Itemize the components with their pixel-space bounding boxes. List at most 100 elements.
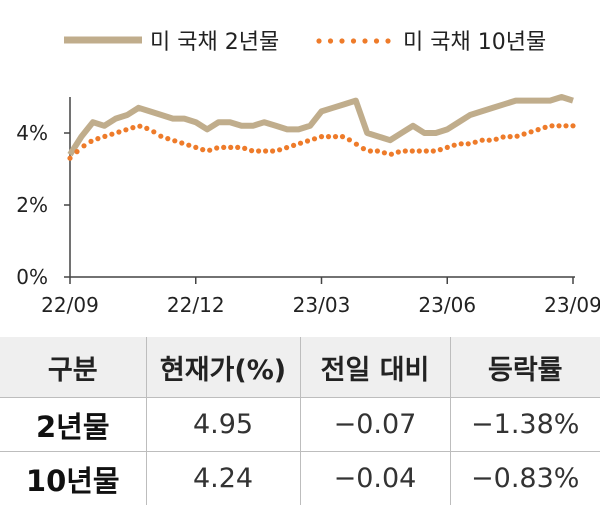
series-point-10y (410, 148, 415, 153)
series-point-10y (508, 134, 513, 139)
series-point-10y (249, 148, 254, 153)
series-point-10y (473, 140, 478, 145)
series-point-10y (466, 141, 471, 146)
series-point-10y (319, 134, 324, 139)
table-row: 2년물 4.95 −0.07 −1.38% (0, 398, 600, 452)
series-point-10y (144, 126, 149, 131)
series-point-10y (382, 150, 387, 155)
change-10y: −0.04 (300, 452, 450, 505)
y-tick-label: 2% (16, 193, 48, 217)
legend-label-10y: 미 국채 10년물 (403, 30, 546, 55)
series-point-10y (270, 148, 275, 153)
series-point-10y (389, 152, 394, 157)
y-tick-label: 0% (16, 265, 48, 289)
series-point-10y (424, 148, 429, 153)
series-point-10y (277, 147, 282, 152)
series-point-10y (228, 145, 233, 150)
row-label-2y: 2년물 (0, 398, 146, 452)
table-row: 10년물 4.24 −0.04 −0.83% (0, 452, 600, 505)
series-point-10y (403, 148, 408, 153)
y-tick-label: 4% (16, 121, 48, 145)
series-point-10y (207, 148, 212, 153)
legend-label-2y: 미 국채 2년물 (150, 30, 279, 55)
series-point-10y (549, 123, 554, 128)
series-point-10y (536, 127, 541, 132)
series-point-10y (494, 137, 499, 142)
series-point-10y (354, 142, 359, 147)
series-point-10y (158, 134, 163, 139)
series-point-10y (522, 131, 527, 136)
series-point-10y (116, 129, 121, 134)
table-header-row: 구분 현재가(%) 전일 대비 등락률 (0, 337, 600, 398)
series-point-10y (333, 134, 338, 139)
series-point-10y (221, 145, 226, 150)
series-point-10y (74, 149, 79, 154)
series-point-10y (459, 141, 464, 146)
legend-dot (362, 38, 367, 43)
yield-table: 구분 현재가(%) 전일 대비 등락률 2년물 4.95 −0.07 −1.38… (0, 337, 600, 505)
series-point-10y (529, 129, 534, 134)
series-point-10y (480, 138, 485, 143)
legend-dot (351, 38, 356, 43)
series-point-10y (375, 148, 380, 153)
series-point-10y (242, 146, 247, 151)
series-point-10y (263, 148, 268, 153)
series-point-10y (361, 146, 366, 151)
header-rate: 등락률 (450, 337, 600, 398)
price-2y: 4.95 (146, 398, 300, 452)
series-point-10y (88, 139, 93, 144)
series-point-10y (438, 147, 443, 152)
x-ticks: 22/09 22/12 23/03 23/06 23/09 (41, 277, 600, 317)
series-point-10y (347, 137, 352, 142)
series-point-10y (452, 143, 457, 148)
series-point-10y (172, 138, 177, 143)
rate-10y: −0.83% (450, 452, 600, 505)
header-category: 구분 (0, 337, 146, 398)
series-point-10y (284, 145, 289, 150)
y-ticks: 0% 2% 4% (16, 121, 70, 289)
x-tick-label: 23/06 (418, 293, 476, 317)
header-change: 전일 대비 (300, 337, 450, 398)
series-point-10y (340, 134, 345, 139)
series-point-10y (445, 145, 450, 150)
series-point-10y (256, 148, 261, 153)
change-2y: −0.07 (300, 398, 450, 452)
series-point-10y (165, 136, 170, 141)
series-point-10y (396, 149, 401, 154)
yield-line-chart: 미 국채 2년물 미 국채 10년물 0% 2% 4% 22/09 22/12 23/0… (0, 0, 600, 330)
legend-dot (328, 38, 333, 43)
legend-dot (316, 38, 321, 43)
series-point-10y (291, 143, 296, 148)
series-point-10y (543, 125, 548, 130)
x-tick-label: 23/09 (544, 293, 600, 317)
series-point-10y (326, 134, 331, 139)
x-tick-label: 23/03 (293, 293, 351, 317)
legend-swatch-10y (316, 38, 390, 43)
series-point-10y (368, 148, 373, 153)
series-point-10y (214, 145, 219, 150)
series-point-10y (487, 138, 492, 143)
x-tick-label: 22/12 (167, 293, 225, 317)
series-point-10y (563, 123, 568, 128)
series-point-10y (179, 140, 184, 145)
series-dots-10y (67, 123, 575, 161)
legend: 미 국채 2년물 미 국채 10년물 (64, 30, 546, 55)
price-10y: 4.24 (146, 452, 300, 505)
series-point-10y (501, 134, 506, 139)
series-point-10y (123, 127, 128, 132)
series-point-10y (67, 156, 72, 161)
series-point-10y (515, 134, 520, 139)
series-point-10y (298, 141, 303, 146)
series-point-10y (151, 129, 156, 134)
row-label-10y: 10년물 (0, 452, 146, 505)
series-point-10y (193, 145, 198, 150)
series-point-10y (186, 143, 191, 148)
series-point-10y (95, 136, 100, 141)
series-point-10y (130, 125, 135, 130)
series-point-10y (200, 147, 205, 152)
series-point-10y (556, 123, 561, 128)
x-tick-label: 22/09 (41, 293, 99, 317)
series-point-10y (137, 124, 142, 129)
legend-dot (374, 38, 379, 43)
legend-dot (339, 38, 344, 43)
